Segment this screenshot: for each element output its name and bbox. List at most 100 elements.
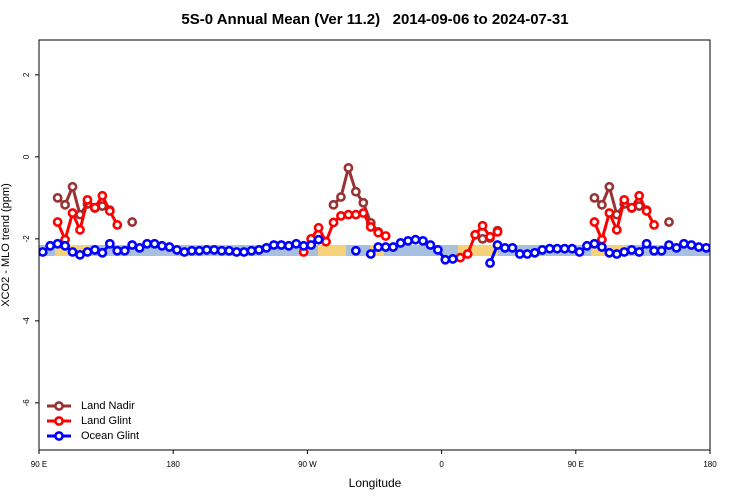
series-point	[67, 208, 78, 218]
series-point	[604, 181, 615, 192]
series-point	[507, 242, 518, 253]
series-point	[611, 249, 622, 259]
series-point	[462, 249, 473, 259]
series-point	[336, 210, 346, 221]
series-point	[544, 243, 555, 254]
series-point	[186, 245, 197, 256]
series-point	[477, 233, 488, 244]
series-point	[350, 245, 361, 256]
series-point	[418, 235, 428, 246]
series-point	[82, 194, 93, 205]
series-point	[440, 254, 451, 265]
series-point	[298, 240, 309, 251]
series-point	[313, 222, 324, 233]
series-point	[67, 247, 78, 257]
y-tick-label: 0	[22, 154, 31, 159]
series-point	[97, 247, 108, 258]
legend-label: Land Nadir	[81, 400, 135, 412]
series-point	[134, 242, 145, 253]
legend-swatch-point	[54, 401, 64, 411]
series-point	[552, 243, 563, 254]
series-point	[104, 206, 115, 216]
series-point	[634, 190, 645, 201]
series-point	[127, 217, 138, 227]
series-point	[410, 234, 421, 245]
series-point	[470, 229, 481, 240]
series-point	[432, 245, 443, 255]
series-point	[343, 209, 354, 220]
series-point	[671, 242, 682, 253]
series-point	[447, 254, 458, 264]
series-point	[365, 222, 376, 232]
legend-label: Land Glint	[81, 415, 131, 427]
series-point	[127, 240, 138, 250]
series-point	[67, 181, 78, 192]
series-point	[172, 245, 182, 255]
series-point	[358, 208, 369, 218]
x-tick-label: 90 E	[568, 460, 584, 469]
y-tick-label: -4	[22, 317, 31, 325]
series-point	[112, 220, 123, 230]
series-point	[328, 199, 339, 210]
series-point	[90, 202, 100, 213]
series-point	[514, 249, 525, 259]
series-point	[350, 209, 361, 220]
series-point	[365, 249, 376, 259]
series-point	[522, 249, 533, 259]
series-point	[537, 245, 548, 255]
series-point	[492, 226, 503, 237]
series-point	[589, 217, 600, 227]
series-point	[649, 245, 659, 256]
series-point	[52, 238, 63, 249]
series-point	[246, 245, 257, 256]
series-point	[693, 242, 704, 252]
series-point	[313, 234, 324, 245]
series-point	[559, 243, 570, 254]
y-tick-label: -2	[22, 235, 31, 243]
series-point	[231, 247, 242, 257]
series-point	[664, 217, 674, 227]
series-point	[149, 238, 160, 249]
series-point	[604, 247, 615, 258]
series-point	[254, 245, 264, 255]
series-point	[701, 242, 710, 253]
series-point	[373, 227, 384, 238]
series-point	[582, 240, 592, 251]
series-point	[679, 238, 689, 249]
series-point	[75, 249, 85, 260]
series-point	[336, 192, 346, 202]
series-point	[649, 220, 659, 230]
series-point	[455, 252, 466, 263]
series-point	[45, 240, 56, 251]
series-point	[52, 192, 63, 203]
series-point	[634, 247, 645, 257]
series-point	[485, 231, 495, 242]
series-point	[276, 240, 287, 250]
series-point	[328, 217, 339, 228]
series-point	[201, 245, 212, 255]
series-point	[97, 190, 108, 201]
series-point	[567, 243, 577, 254]
legend-swatch-point	[54, 431, 64, 441]
series-point	[209, 245, 220, 255]
series-point	[39, 247, 48, 257]
legend-label: Ocean Glint	[81, 430, 139, 442]
series-point	[380, 231, 391, 241]
y-axis-label: XCO2 - MLO trend (ppm)	[0, 183, 12, 306]
series-point	[164, 242, 175, 252]
x-tick-label: 180	[703, 460, 717, 469]
x-tick-label: 90 E	[31, 460, 47, 469]
series-point	[283, 240, 294, 251]
series-point	[60, 240, 70, 251]
series-point	[224, 245, 235, 256]
series-point	[261, 242, 272, 253]
series-point	[343, 163, 354, 173]
plot-marks	[39, 163, 710, 268]
series-point	[268, 240, 279, 250]
series-point	[604, 208, 615, 218]
series-point	[52, 217, 63, 227]
series-point	[157, 240, 167, 251]
series-point	[82, 247, 93, 257]
series-point	[112, 245, 123, 256]
series-point	[358, 197, 369, 208]
